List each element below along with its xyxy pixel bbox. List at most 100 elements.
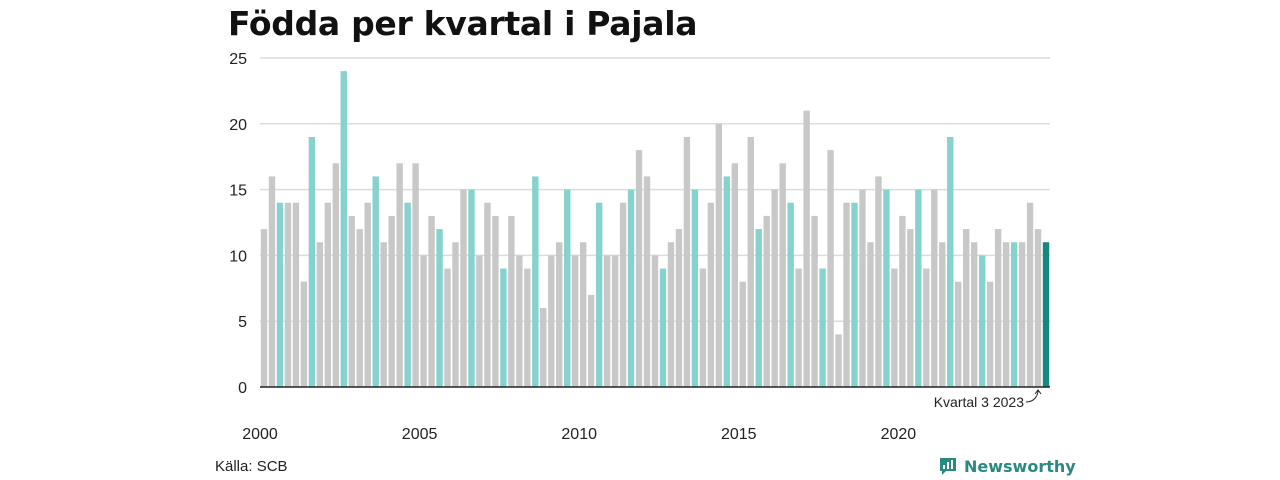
bar xyxy=(468,189,475,387)
x-axis-tick-labels: 2000 2005 2010 2015 2020 xyxy=(242,426,916,443)
y-axis-tick-labels: 0 5 10 15 20 25 xyxy=(229,51,247,397)
bar xyxy=(308,136,316,387)
y-tick-label: 10 xyxy=(229,248,247,265)
bar xyxy=(763,215,770,387)
chart-title: Födda per kvartal i Pajala xyxy=(228,4,698,43)
bar xyxy=(404,202,411,387)
bar xyxy=(883,189,890,387)
bar xyxy=(699,268,707,387)
y-tick-label: 15 xyxy=(229,183,247,200)
bar xyxy=(643,176,651,387)
y-tick-label: 0 xyxy=(238,380,247,397)
bar xyxy=(476,255,483,387)
bar xyxy=(1002,242,1010,387)
bar xyxy=(484,202,491,387)
bar xyxy=(739,281,746,387)
bar xyxy=(947,136,954,387)
newsworthy-logo-icon xyxy=(940,458,956,475)
bar xyxy=(1042,242,1050,387)
bar xyxy=(803,110,810,387)
bar xyxy=(1026,202,1034,387)
bar xyxy=(875,176,882,387)
bar xyxy=(915,189,922,387)
bars xyxy=(260,71,1050,388)
bar xyxy=(444,268,451,387)
bar xyxy=(867,242,874,387)
source-note: Källa: SCB xyxy=(215,458,288,475)
bar xyxy=(556,242,563,387)
bar xyxy=(579,242,587,387)
bar xyxy=(978,255,986,387)
bar xyxy=(627,189,635,387)
bar xyxy=(819,268,826,387)
y-tick-label: 20 xyxy=(229,117,247,134)
bar xyxy=(396,163,403,387)
bar xyxy=(635,150,643,387)
bar xyxy=(316,242,324,387)
bar xyxy=(436,229,443,387)
bar xyxy=(412,163,419,387)
annotation-label: Kvartal 3 2023 xyxy=(934,394,1024,410)
bar xyxy=(923,268,930,387)
bar xyxy=(564,189,571,387)
bar xyxy=(731,163,738,387)
bar xyxy=(691,189,699,387)
bar xyxy=(595,202,603,387)
bar xyxy=(723,176,731,387)
bar xyxy=(428,215,435,387)
bar xyxy=(659,268,667,387)
bar xyxy=(779,163,786,387)
bar xyxy=(364,202,371,387)
bar xyxy=(811,215,818,387)
bar xyxy=(492,215,499,387)
bar xyxy=(1018,242,1026,387)
bar xyxy=(707,202,715,387)
bar xyxy=(572,255,579,387)
bar xyxy=(284,202,292,387)
bar xyxy=(460,189,467,387)
x-tick-label: 2005 xyxy=(402,426,438,443)
bar xyxy=(835,334,842,387)
bar xyxy=(292,202,300,387)
bar xyxy=(986,281,994,387)
bar xyxy=(619,202,627,387)
bar xyxy=(683,136,691,387)
latest-annotation: Kvartal 3 2023 xyxy=(934,389,1042,410)
brand-name: Newsworthy xyxy=(964,456,1076,476)
bar xyxy=(332,163,339,387)
bar xyxy=(532,176,539,387)
brand-logo: Newsworthy xyxy=(938,456,1076,476)
bar xyxy=(851,202,858,387)
bar xyxy=(715,123,723,388)
bar xyxy=(340,71,347,387)
bar xyxy=(372,176,379,387)
y-tick-label: 25 xyxy=(229,51,247,68)
x-tick-label: 2000 xyxy=(242,426,278,443)
bar xyxy=(675,229,683,387)
bar xyxy=(356,229,363,387)
bar xyxy=(540,308,547,387)
x-tick-label: 2010 xyxy=(561,426,597,443)
bar xyxy=(452,242,459,387)
bar xyxy=(747,136,754,387)
bar xyxy=(795,268,802,387)
bar xyxy=(1010,242,1018,387)
bar xyxy=(603,255,611,387)
bar xyxy=(651,255,659,387)
annotation-arrow-icon xyxy=(1026,389,1042,403)
bar xyxy=(827,150,834,387)
bar xyxy=(1034,229,1042,387)
bar xyxy=(859,189,866,387)
bar xyxy=(508,215,515,387)
bar xyxy=(899,215,906,387)
bar xyxy=(843,202,850,387)
bar xyxy=(963,229,970,387)
bar xyxy=(907,229,914,387)
bar xyxy=(891,268,898,387)
bar xyxy=(931,189,938,387)
bar xyxy=(611,255,619,387)
bar xyxy=(994,229,1002,387)
bar xyxy=(276,202,284,387)
bar xyxy=(268,176,276,387)
